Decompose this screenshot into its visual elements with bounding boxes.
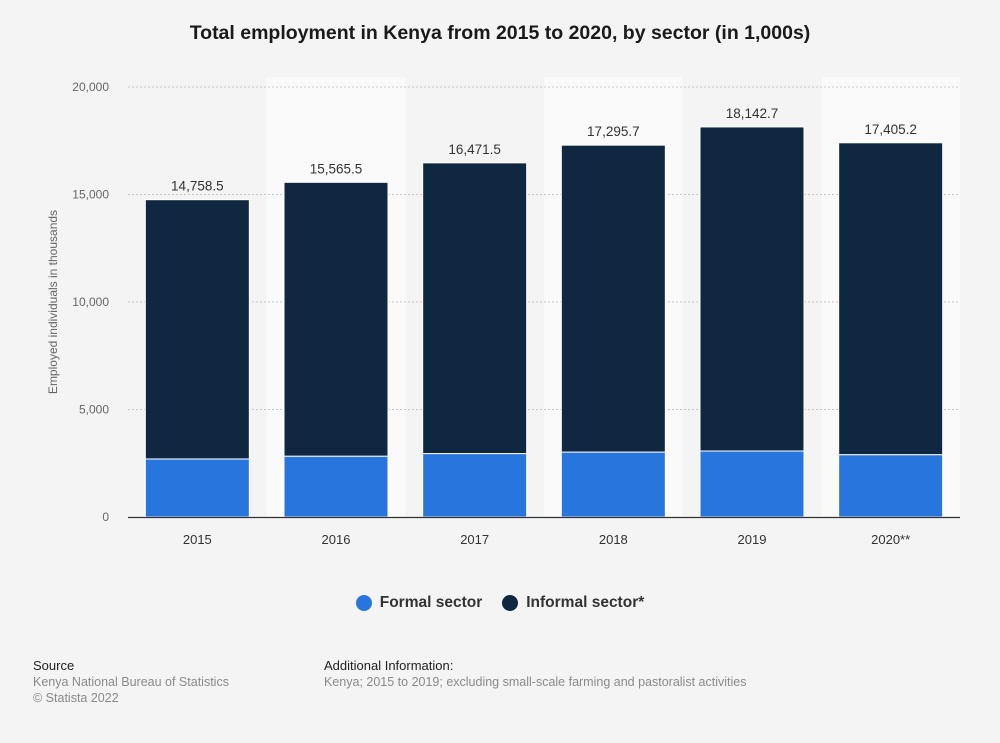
bar-segment-formal xyxy=(144,458,250,518)
total-data-label: 17,295.7 xyxy=(587,124,640,139)
chart-legend: Formal sector Informal sector* xyxy=(0,594,1000,612)
source-heading: Source xyxy=(33,658,75,673)
bar-segment-formal xyxy=(838,454,944,518)
total-data-label: 16,471.5 xyxy=(448,142,501,157)
additional-info-line: Kenya; 2015 to 2019; excluding small-sca… xyxy=(324,675,747,689)
bar-segment-informal xyxy=(699,126,805,452)
total-data-label: 14,758.5 xyxy=(171,179,224,194)
y-tick-label: 10,000 xyxy=(72,295,109,309)
footer-source: Source Kenya National Bureau of Statisti… xyxy=(33,658,229,706)
bar-segment-formal xyxy=(699,450,805,518)
x-tick-label: 2019 xyxy=(738,532,767,547)
bar-segment-informal xyxy=(560,144,666,453)
bar-segment-formal xyxy=(560,451,666,518)
bar-segment-formal xyxy=(422,453,528,518)
legend-item-informal[interactable]: Informal sector* xyxy=(502,594,644,612)
y-axis-title: Employed individuals in thousands xyxy=(46,210,60,394)
y-tick-label: 0 xyxy=(102,510,109,524)
copyright-line: © Statista 2022 xyxy=(33,691,119,705)
y-tick-label: 15,000 xyxy=(72,188,109,202)
legend-label-formal: Formal sector xyxy=(379,594,483,611)
chart-title: Total employment in Kenya from 2015 to 2… xyxy=(189,22,811,44)
bar-segment-informal xyxy=(422,162,528,455)
additional-info-heading: Additional Information: xyxy=(324,658,454,673)
x-tick-label: 2015 xyxy=(183,532,212,547)
y-tick-label: 5,000 xyxy=(79,403,109,417)
bar-segment-informal xyxy=(283,181,389,457)
x-tick-label: 2020** xyxy=(871,532,910,547)
source-line: Kenya National Bureau of Statistics xyxy=(33,675,229,689)
bar-segment-informal xyxy=(144,199,250,460)
bar-segment-formal xyxy=(283,455,389,518)
stacked-bar-chart: 0 5,000 10,000 15,000 20,000 Employed individ… xyxy=(46,80,960,547)
total-data-label: 18,142.7 xyxy=(726,106,779,121)
bar-segment-informal xyxy=(838,142,944,456)
legend-label-informal: Informal sector* xyxy=(526,594,645,611)
legend-marker-informal xyxy=(502,595,519,611)
x-tick-label: 2016 xyxy=(322,532,351,547)
legend-marker-formal xyxy=(355,595,372,611)
legend-item-formal[interactable]: Formal sector xyxy=(355,594,483,612)
x-tick-label: 2018 xyxy=(599,532,628,547)
total-data-label: 15,565.5 xyxy=(310,161,363,176)
total-data-label: 17,405.2 xyxy=(864,122,917,137)
footer-additional-info: Additional Information: Kenya; 2015 to 2… xyxy=(324,658,746,690)
y-tick-label: 20,000 xyxy=(72,80,109,94)
x-tick-label: 2017 xyxy=(460,532,489,547)
